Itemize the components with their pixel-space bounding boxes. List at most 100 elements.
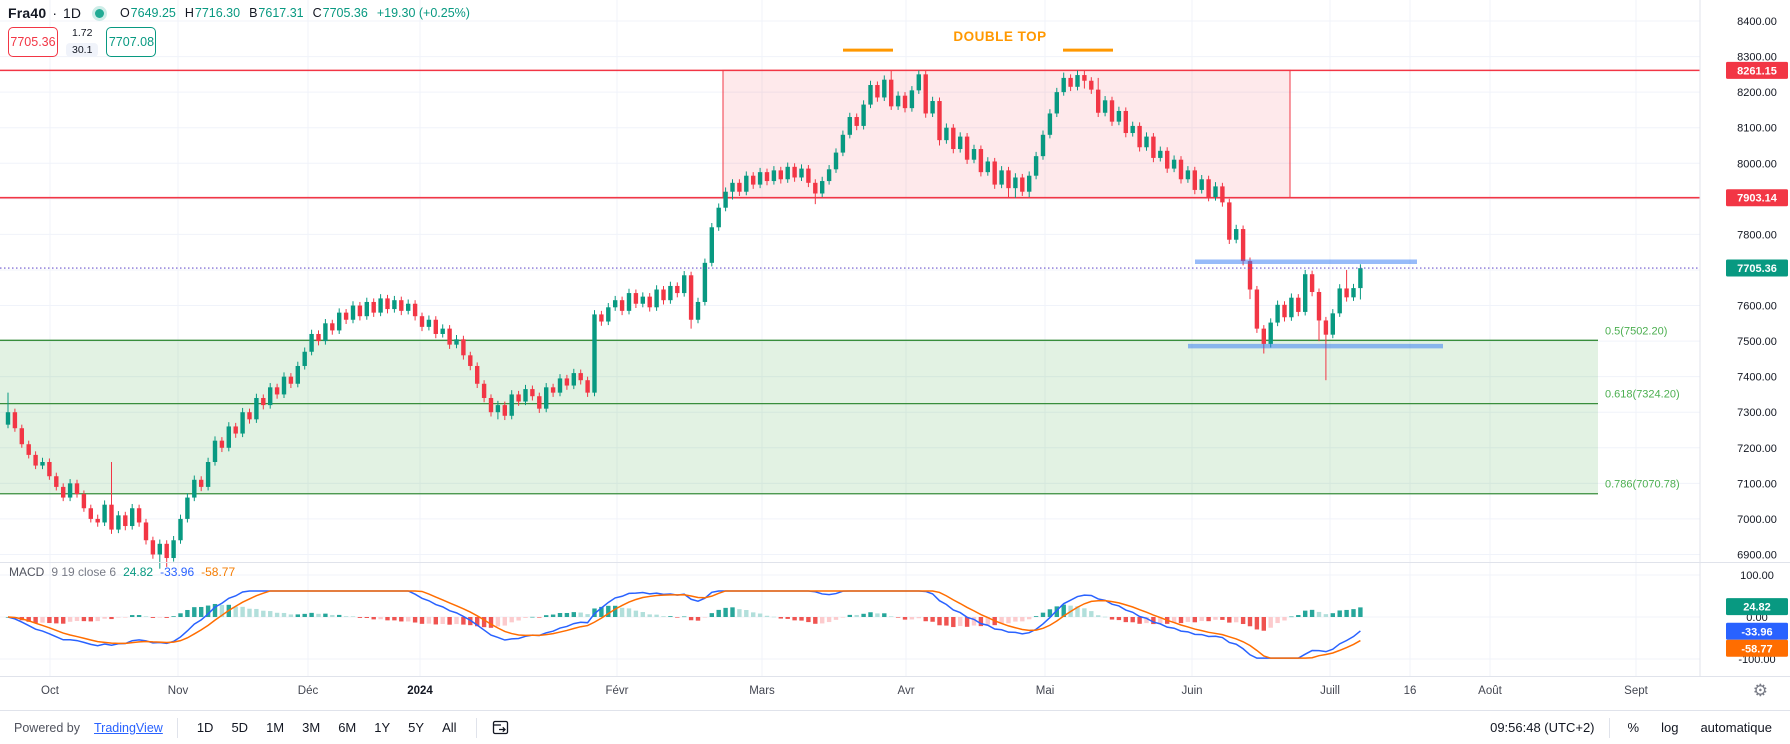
candle — [902, 95, 908, 109]
range-button-3m[interactable]: 3M — [297, 717, 325, 738]
high-label: H — [184, 6, 194, 20]
candle — [1158, 150, 1163, 158]
candle — [930, 101, 935, 114]
candle — [185, 497, 190, 519]
spread-value: 1.72 — [72, 27, 93, 39]
candle — [675, 285, 680, 294]
svg-text:7705.36: 7705.36 — [1737, 263, 1777, 275]
sell-button[interactable]: 7705.36 — [8, 27, 58, 57]
candle — [813, 182, 818, 194]
candle — [1234, 229, 1239, 240]
candle — [1275, 304, 1280, 323]
fib-level-label: 0.5(7502.20) — [1605, 325, 1667, 337]
candle — [564, 378, 570, 386]
candle — [454, 339, 459, 345]
range-button-6m[interactable]: 6M — [333, 717, 361, 738]
chart-canvas[interactable]: 0.5(7502.20) 0.618(7324.20) 0.786(7070.78)… — [0, 0, 1790, 676]
symbol-name[interactable]: Fra40 — [8, 5, 47, 21]
candle — [323, 323, 328, 342]
low-label: B — [249, 6, 258, 20]
symbol-separator: · — [52, 5, 58, 21]
candle — [1068, 77, 1073, 87]
fibonacci-zone: 0.5(7502.20) 0.618(7324.20) 0.786(7070.78) — [0, 325, 1680, 495]
auto-scale-button[interactable]: automatique — [1700, 720, 1772, 735]
candle — [778, 170, 783, 180]
macd-indicator-label[interactable]: MACD 9 19 close 6 24.82 -33.96 -58.77 — [9, 565, 235, 579]
candle — [502, 405, 507, 416]
macd-tick-label: 100.00 — [1740, 570, 1774, 582]
candle — [1309, 274, 1315, 293]
log-scale-button[interactable]: log — [1661, 720, 1679, 735]
candle — [240, 412, 245, 434]
candle — [343, 312, 349, 320]
timeframe-label[interactable]: 1D — [63, 5, 81, 21]
time-axis-label: Mai — [1035, 685, 1055, 697]
candle — [1185, 170, 1191, 180]
candle — [523, 389, 528, 402]
candle — [157, 543, 162, 555]
range-button-1m[interactable]: 1M — [261, 717, 289, 738]
range-button-all[interactable]: All — [437, 717, 461, 738]
candle — [102, 504, 107, 523]
percent-scale-button[interactable]: % — [1627, 720, 1640, 735]
time-axis[interactable]: ⚙ Oct Nov Déc 2024 Févr Mars Avr Mai Juin Juill 16… — [0, 676, 1790, 711]
macd-name: MACD — [9, 565, 45, 579]
tradingview-link[interactable]: TradingView — [94, 720, 163, 735]
gear-icon[interactable]: ⚙ — [1752, 681, 1768, 700]
candle — [647, 296, 652, 308]
candle — [371, 301, 376, 313]
svg-text:24.82: 24.82 — [1743, 602, 1771, 614]
candle — [1171, 159, 1177, 169]
candle — [1254, 289, 1260, 329]
candle — [1075, 75, 1080, 87]
candle — [702, 262, 708, 302]
market-status-icon[interactable] — [94, 8, 104, 18]
clock-display[interactable]: 09:56:48 (UTC+2) — [1490, 720, 1595, 735]
candle — [123, 515, 128, 527]
macd-signal-value: -58.77 — [201, 565, 236, 579]
candle — [1192, 170, 1197, 190]
candle — [19, 428, 24, 445]
candle — [461, 339, 466, 356]
candle — [820, 181, 825, 194]
macd-params: 9 19 close 6 — [51, 565, 117, 579]
price-tick-label: 7500.00 — [1737, 336, 1777, 348]
price-tick-label: 7400.00 — [1737, 372, 1777, 384]
candle — [744, 175, 749, 192]
price-tick-label: 8300.00 — [1737, 52, 1777, 64]
candle — [5, 412, 11, 425]
time-axis-label: Juin — [1181, 685, 1203, 697]
candle — [1289, 297, 1294, 318]
candlestick-series — [5, 70, 1363, 569]
candle — [619, 300, 625, 311]
candle — [875, 85, 880, 98]
candle — [171, 540, 176, 559]
price-axis[interactable]: 8400.00 8300.00 8200.00 8100.00 8000.00 7800.… — [1699, 0, 1788, 676]
candle — [433, 319, 438, 334]
fib-level-label: 0.786(7070.78) — [1605, 479, 1680, 491]
time-axis-label: Nov — [167, 685, 189, 697]
range-button-1y[interactable]: 1Y — [369, 717, 395, 738]
candle — [150, 540, 156, 555]
chart-header: Fra40 · 1D O7649.25 H7716.30 B7617.31 C7… — [8, 5, 470, 57]
candle — [1061, 77, 1066, 93]
candle — [840, 134, 846, 153]
buy-button[interactable]: 7707.08 — [106, 27, 157, 57]
range-button-1d[interactable]: 1D — [192, 717, 219, 738]
go-to-date-icon[interactable] — [491, 718, 510, 737]
candle — [281, 376, 287, 395]
time-axis-label: Févr — [605, 685, 629, 697]
candle — [709, 227, 714, 263]
candle — [1247, 261, 1253, 290]
candle — [730, 182, 735, 192]
range-button-5d[interactable]: 5D — [226, 717, 253, 738]
candle — [192, 479, 197, 498]
range-button-5y[interactable]: 5Y — [403, 717, 429, 738]
double-top-label: DOUBLE TOP — [953, 29, 1046, 44]
candle — [109, 504, 114, 530]
candle — [1006, 170, 1011, 189]
price-tick-label: 7800.00 — [1737, 229, 1777, 241]
candle — [633, 293, 639, 304]
candle — [1199, 179, 1204, 190]
candle — [1151, 136, 1156, 158]
